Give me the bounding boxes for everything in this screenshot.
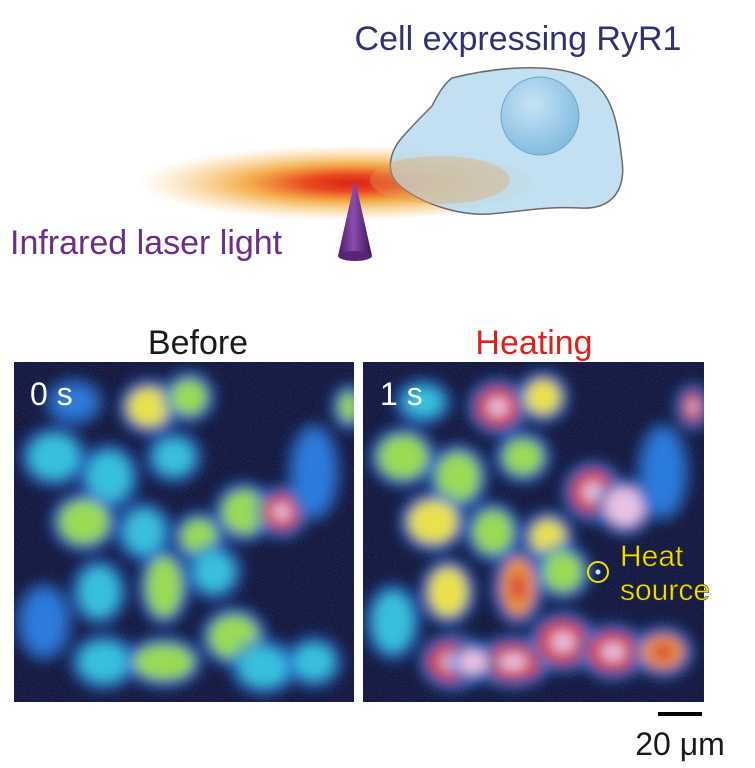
before-time: 0 s [30, 376, 73, 412]
heat-source-dot [595, 569, 601, 575]
cell-nucleus [500, 76, 580, 156]
heat-source-label-line2: source [620, 574, 710, 607]
heating-image [363, 362, 704, 702]
heating-title: Heating [475, 324, 592, 362]
heating-time: 1 s [380, 376, 423, 412]
scale-bar-label: 20 μm [635, 726, 725, 762]
scale-bar [658, 712, 702, 716]
schematic: Cell expressing RyR1 Infrared laser ligh… [10, 20, 681, 262]
heat-source-marker [587, 561, 609, 583]
before-title: Before [148, 324, 248, 362]
laser-label: Infrared laser light [10, 224, 283, 262]
heat-source-label-line1: Heat [620, 540, 684, 573]
cell-label: Cell expressing RyR1 [355, 20, 682, 58]
laser-cone-icon [338, 180, 372, 261]
beam-in-cell [370, 156, 510, 204]
before-image [14, 362, 354, 702]
